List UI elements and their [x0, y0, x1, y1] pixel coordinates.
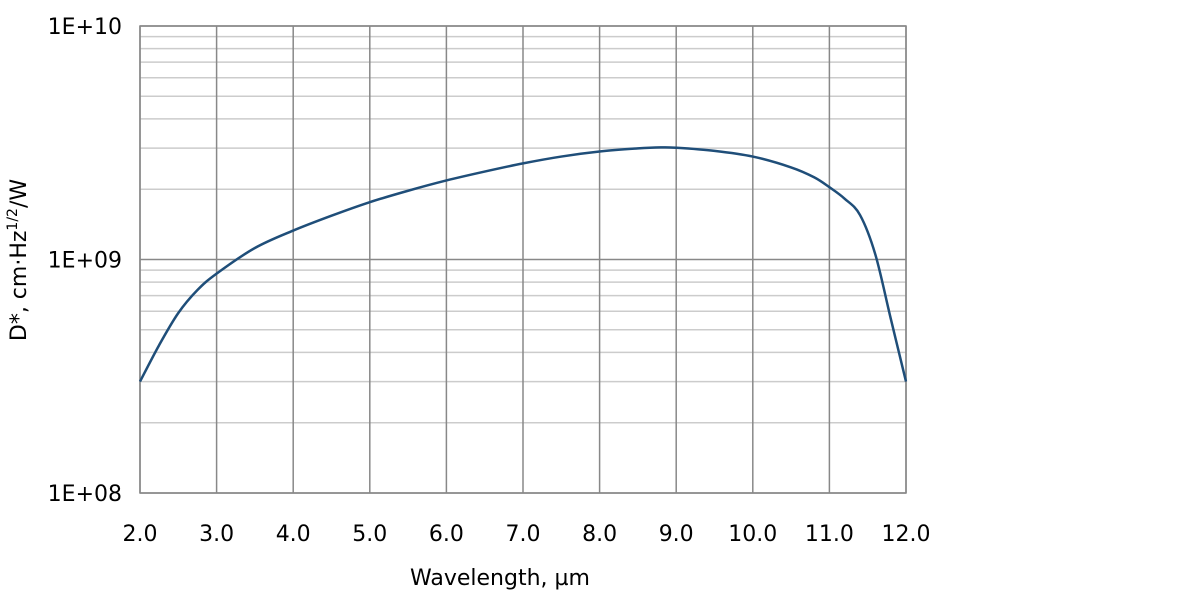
y-tick-labels: 1E+08 1E+09 1E+10: [48, 15, 122, 507]
x-tick-label: 10.0: [728, 522, 777, 547]
x-tick-label: 3.0: [199, 522, 234, 547]
y-axis-title-suffix: /W: [7, 179, 32, 208]
x-tick-label: 11.0: [805, 522, 854, 547]
plot-area-frame: [139, 25, 907, 494]
series-line-d-star: [138, 146, 908, 383]
x-tick-label: 2.0: [123, 522, 158, 547]
x-tick-label: 12.0: [882, 522, 931, 547]
x-tick-label: 9.0: [659, 522, 694, 547]
x-tick-label: 7.0: [506, 522, 541, 547]
x-tick-label: 4.0: [276, 522, 311, 547]
y-axis-title-prefix: D*, cm·Hz: [7, 231, 32, 342]
y-axis-title-superscript: 1/2: [5, 208, 21, 231]
y-tick-label: 1E+10: [48, 15, 122, 40]
series-layer: [138, 146, 908, 383]
x-tick-labels: 2.0 3.0 4.0 5.0 6.0 7.0 8.0 9.0 10.0 11.0 12.0: [123, 522, 931, 547]
x-tick-label: 8.0: [582, 522, 617, 547]
y-tick-label: 1E+09: [48, 249, 122, 274]
y-axis-title: D*, cm·Hz1/2/W: [5, 179, 32, 341]
x-tick-label: 6.0: [429, 522, 464, 547]
y-tick-label: 1E+08: [48, 482, 122, 507]
x-axis-title: Wavelength, µm: [410, 566, 590, 591]
x-tick-label: 5.0: [352, 522, 387, 547]
